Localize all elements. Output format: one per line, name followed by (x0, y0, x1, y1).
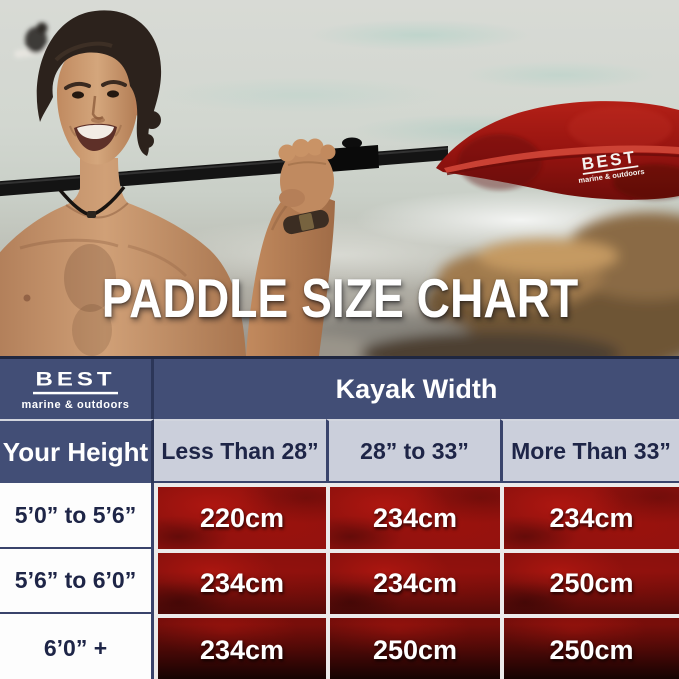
man-figure (0, 10, 246, 356)
raised-arm (246, 138, 336, 356)
beach-scene-illustration: BEST marine & outdoors (0, 10, 679, 356)
value-cell: 250cm (326, 614, 500, 679)
fist (278, 138, 336, 214)
hero-photo: BEST marine & outdoors (0, 0, 679, 356)
page-title: PADDLE SIZE CHART (101, 267, 578, 329)
row-height-5-0-to-5-6: 5’0” to 5’6” (0, 483, 154, 549)
value-cell: 234cm (154, 549, 326, 614)
row-height-5-6-to-6-0: 5’6” to 6’0” (0, 549, 154, 614)
brand-name: BEST (33, 369, 118, 395)
column-header-more-than-33: More Than 33” (500, 419, 679, 483)
paddle-blade: BEST marine & outdoors (436, 101, 679, 200)
row-height-6-0-plus: 6’0” + (0, 614, 154, 679)
wrist-watch (283, 209, 329, 235)
hair (36, 10, 162, 156)
value-cell: 234cm (326, 549, 500, 614)
value-cell: 234cm (154, 614, 326, 679)
value-cell: 234cm (326, 483, 500, 549)
value-cell: 250cm (500, 549, 679, 614)
header-your-height: Your Height (0, 419, 154, 483)
size-chart-table: BEST marine & outdoors Kayak Width Your … (0, 356, 679, 679)
rocks (215, 212, 679, 356)
column-header-less-than-28: Less Than 28” (154, 419, 326, 483)
brand-tagline: marine & outdoors (21, 399, 130, 411)
value-cell: 220cm (154, 483, 326, 549)
brand-logo: BEST marine & outdoors (0, 359, 154, 419)
header-kayak-width: Kayak Width (154, 359, 679, 419)
paddle-shaft (0, 137, 449, 197)
value-cell: 250cm (500, 614, 679, 679)
blade-spine (444, 145, 679, 173)
value-cell: 234cm (500, 483, 679, 549)
column-header-28-to-33: 28” to 33” (326, 419, 500, 483)
